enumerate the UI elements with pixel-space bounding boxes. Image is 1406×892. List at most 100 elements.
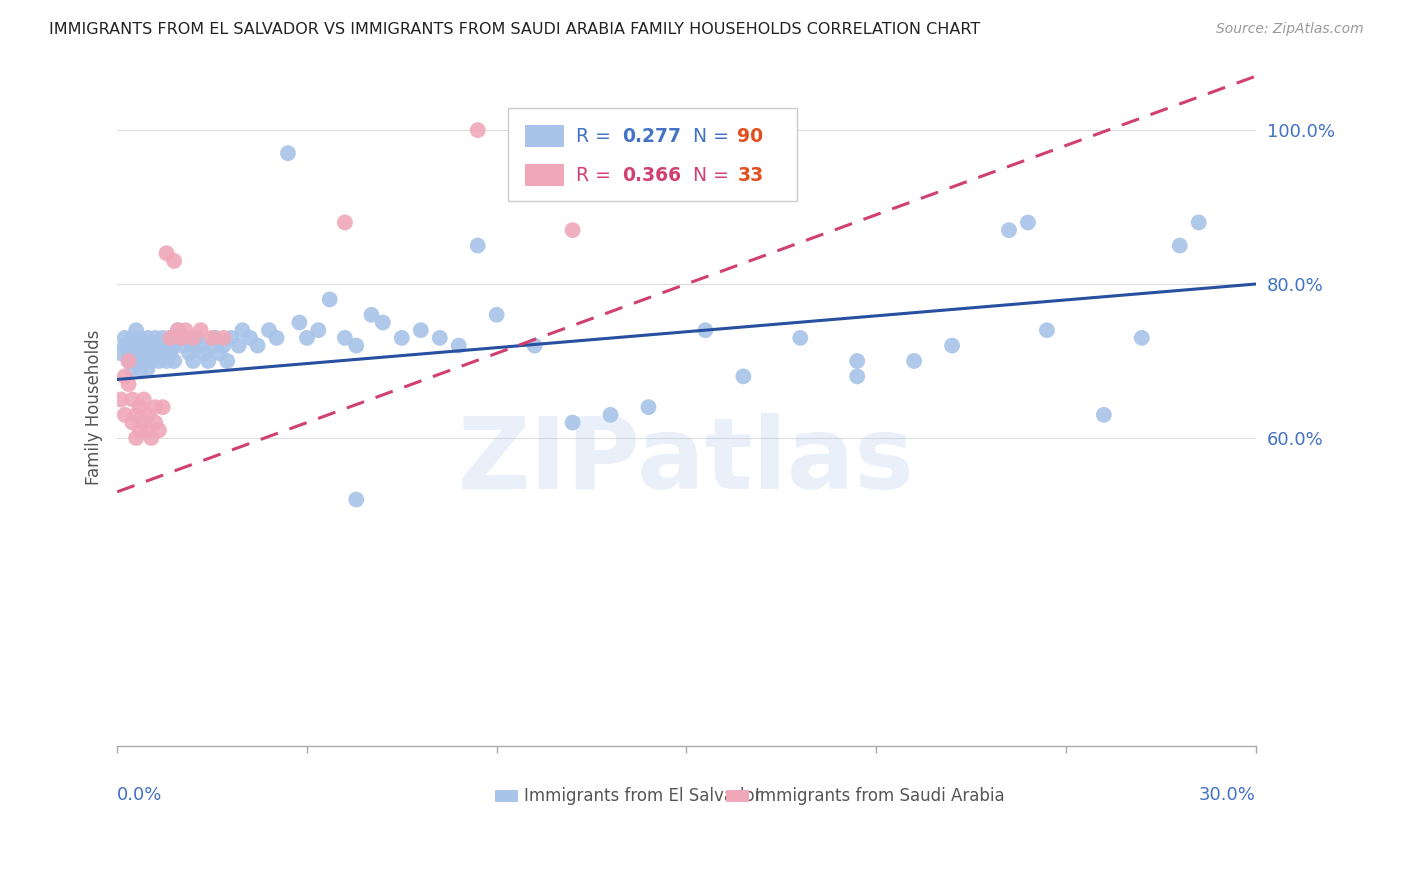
Text: 90: 90 [737, 127, 763, 145]
Point [941, 338, 963, 352]
Point [114, 331, 136, 345]
Point [117, 338, 139, 352]
Point [1092, 408, 1115, 422]
Point [333, 331, 356, 345]
Point [136, 423, 159, 437]
Point [467, 123, 489, 137]
Point [114, 408, 136, 422]
Point [114, 369, 136, 384]
Point [257, 323, 280, 337]
Point [695, 323, 717, 337]
Point [201, 338, 224, 352]
Point [599, 408, 621, 422]
Text: IMMIGRANTS FROM EL SALVADOR VS IMMIGRANTS FROM SAUDI ARABIA FAMILY HOUSEHOLDS CO: IMMIGRANTS FROM EL SALVADOR VS IMMIGRANT… [49, 22, 980, 37]
Point [125, 323, 148, 337]
Point [152, 400, 174, 414]
Point [190, 323, 212, 337]
Point [129, 361, 152, 376]
Point [231, 323, 253, 337]
Point [307, 323, 329, 337]
Point [193, 346, 215, 360]
Point [125, 431, 148, 445]
Point [266, 331, 288, 345]
Point [447, 338, 470, 352]
Point [121, 331, 143, 345]
Point [561, 223, 583, 237]
Point [117, 354, 139, 368]
Point [152, 331, 174, 345]
Point [998, 223, 1021, 237]
Point [181, 338, 204, 352]
Point [132, 416, 155, 430]
Text: 30.0%: 30.0% [1199, 787, 1256, 805]
Point [141, 354, 163, 368]
Point [733, 369, 755, 384]
Point [152, 346, 174, 360]
Point [903, 354, 925, 368]
Point [277, 146, 299, 161]
Point [121, 361, 143, 376]
Point [129, 400, 152, 414]
Text: 0.0%: 0.0% [117, 787, 163, 805]
Point [155, 246, 177, 260]
Point [186, 331, 208, 345]
Text: Source: ZipAtlas.com: Source: ZipAtlas.com [1216, 22, 1364, 37]
Point [143, 400, 166, 414]
Point [1168, 238, 1191, 252]
Point [181, 354, 204, 368]
Point [132, 338, 155, 352]
Point [141, 338, 163, 352]
Point [174, 331, 197, 345]
Point [136, 346, 159, 360]
Point [212, 331, 235, 345]
Point [148, 354, 170, 368]
Point [212, 338, 235, 352]
Point [485, 308, 508, 322]
Point [409, 323, 432, 337]
Point [143, 331, 166, 345]
Point [117, 354, 139, 368]
Y-axis label: Family Households: Family Households [86, 329, 103, 485]
FancyBboxPatch shape [495, 789, 517, 802]
Point [190, 338, 212, 352]
Point [846, 369, 869, 384]
Point [170, 331, 193, 345]
Point [344, 338, 367, 352]
Point [163, 254, 186, 268]
Point [288, 316, 311, 330]
Point [159, 346, 181, 360]
Point [110, 392, 132, 407]
Text: N =: N = [681, 127, 735, 145]
Point [117, 346, 139, 360]
Point [121, 346, 143, 360]
Point [1036, 323, 1059, 337]
Point [136, 361, 159, 376]
Point [121, 416, 143, 430]
Point [170, 338, 193, 352]
Point [148, 338, 170, 352]
Point [125, 408, 148, 422]
Point [1188, 215, 1211, 229]
Point [129, 331, 152, 345]
Point [125, 354, 148, 368]
Point [228, 338, 250, 352]
Point [391, 331, 413, 345]
Point [117, 377, 139, 392]
Point [217, 354, 239, 368]
Text: 0.277: 0.277 [621, 127, 681, 145]
Point [143, 416, 166, 430]
Point [167, 323, 190, 337]
Point [846, 354, 869, 368]
Point [121, 392, 143, 407]
Point [179, 346, 201, 360]
Point [371, 316, 394, 330]
Point [561, 416, 583, 430]
Point [239, 331, 262, 345]
Point [344, 492, 367, 507]
Point [208, 346, 231, 360]
Point [174, 323, 197, 337]
Point [205, 331, 228, 345]
Point [143, 346, 166, 360]
Text: R =: R = [575, 166, 616, 185]
Point [295, 331, 318, 345]
